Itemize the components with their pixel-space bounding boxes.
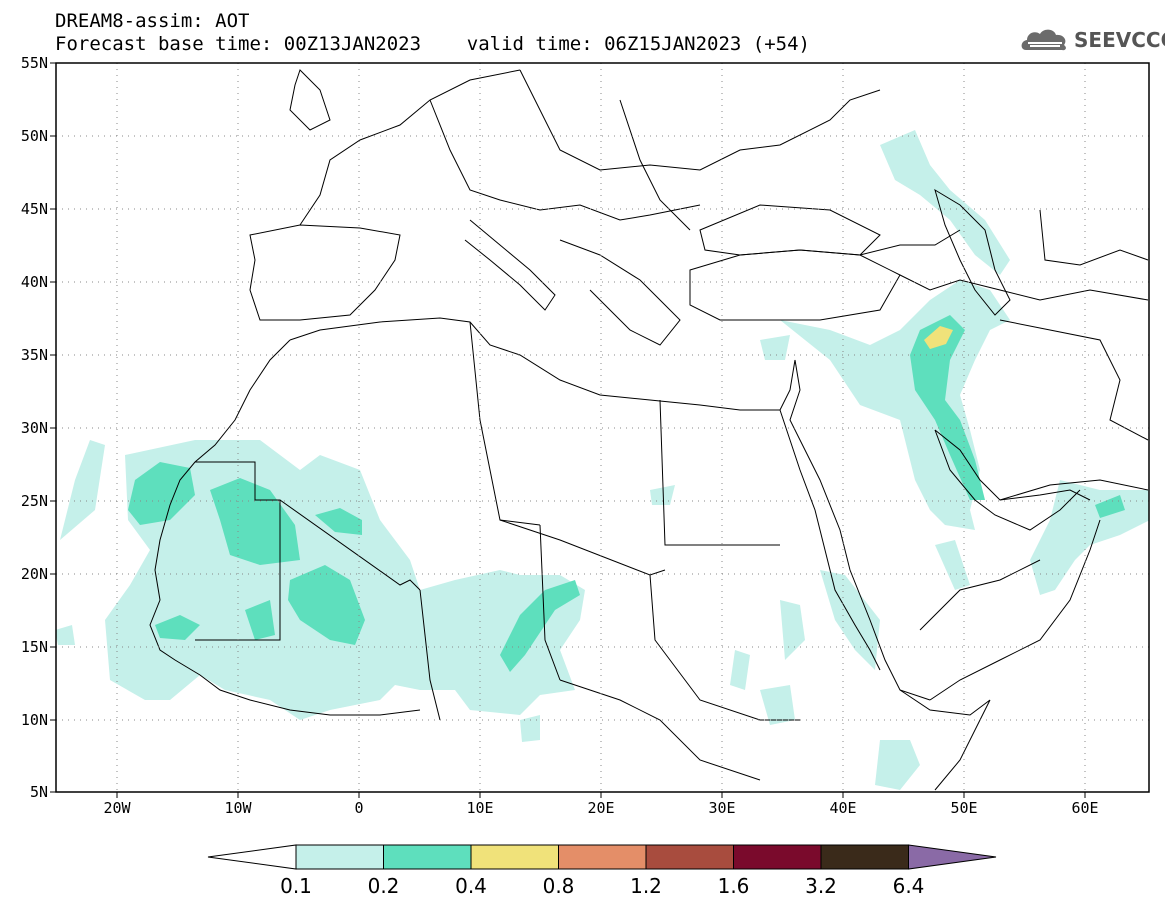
colorbar-segment xyxy=(295,844,384,870)
tick-marks xyxy=(50,62,1086,798)
lat-label: 15N xyxy=(21,638,48,656)
lon-label: 30E xyxy=(708,799,735,817)
lon-label: 20E xyxy=(587,799,614,817)
colorbar-label: 1.6 xyxy=(718,874,750,898)
colorbar-segment xyxy=(558,844,647,870)
colorbar-label: 0.4 xyxy=(455,874,487,898)
colorbar-upper-arrow xyxy=(908,844,997,870)
lon-label: 0 xyxy=(354,799,363,817)
latitude-labels: 55N 50N 45N 40N 35N 30N 25N 20N 15N 10N … xyxy=(21,54,48,801)
seevccc-logo: SEEVCCC xyxy=(1018,24,1165,56)
aot-field xyxy=(56,130,1149,790)
lat-label: 30N xyxy=(21,419,48,437)
colorbar-label: 0.2 xyxy=(368,874,400,898)
lon-label: 10W xyxy=(224,799,252,817)
colorbar-label: 6.4 xyxy=(893,874,925,898)
lat-label: 35N xyxy=(21,346,48,364)
graticule xyxy=(56,63,1149,792)
colorbar-label: 1.2 xyxy=(630,874,662,898)
colorbar-segment xyxy=(645,844,734,870)
lat-label: 20N xyxy=(21,565,48,583)
lat-label: 45N xyxy=(21,200,48,218)
lat-label: 40N xyxy=(21,273,48,291)
lon-label: 10E xyxy=(466,799,493,817)
forecast-time-info: Forecast base time: 00Z13JAN2023 valid t… xyxy=(55,33,810,55)
colorbar-label: 3.2 xyxy=(805,874,837,898)
lat-label: 25N xyxy=(21,492,48,510)
lat-label: 50N xyxy=(21,127,48,145)
lat-label: 10N xyxy=(21,711,48,729)
lat-label: 55N xyxy=(21,54,48,72)
map-title: DREAM8-assim: AOT xyxy=(55,10,250,32)
lat-label: 5N xyxy=(30,783,48,801)
coastlines xyxy=(149,69,1149,791)
longitude-labels: 20W 10W 0 10E 20E 30E 40E 50E 60E xyxy=(103,799,1098,817)
lon-label: 60E xyxy=(1071,799,1098,817)
lon-label: 50E xyxy=(950,799,977,817)
colorbar-label: 0.1 xyxy=(280,874,312,898)
colorbar-segment xyxy=(470,844,559,870)
colorbar-label: 0.8 xyxy=(543,874,575,898)
colorbar-segment xyxy=(820,844,909,870)
colorbar-labels: 0.1 0.2 0.4 0.8 1.2 1.6 3.2 6.4 xyxy=(280,874,924,898)
colorbar-lower-arrow xyxy=(207,844,297,870)
colorbar-segment xyxy=(383,844,472,870)
colorbar-segment xyxy=(733,844,822,870)
cloud-icon xyxy=(1021,29,1066,51)
logo-text: SEEVCCC xyxy=(1074,28,1165,52)
lon-label: 20W xyxy=(103,799,131,817)
colorbar xyxy=(207,844,997,870)
lon-label: 40E xyxy=(829,799,856,817)
